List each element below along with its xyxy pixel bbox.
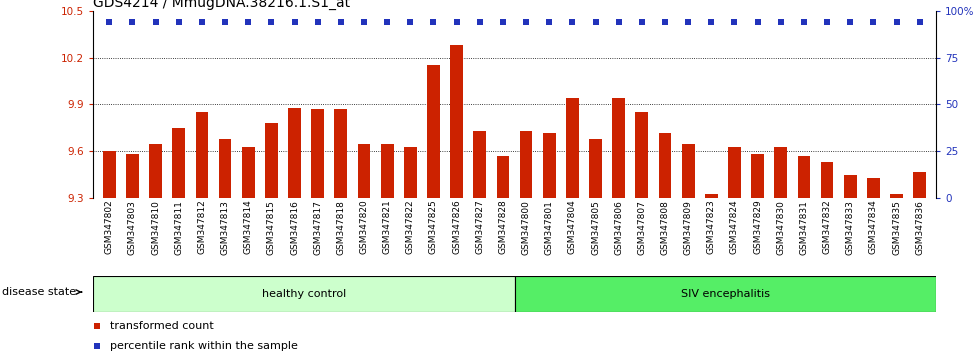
Bar [543, 132, 556, 198]
Bar [265, 123, 277, 198]
Point [102, 19, 118, 24]
Point [611, 19, 626, 24]
Bar [196, 112, 209, 198]
Text: healthy control: healthy control [262, 289, 346, 299]
Bar [288, 108, 301, 198]
Bar [473, 131, 486, 198]
Point [634, 19, 650, 24]
Point [588, 19, 604, 24]
Point [310, 19, 325, 24]
Bar [172, 128, 185, 198]
Point [356, 19, 371, 24]
Bar [612, 98, 625, 198]
Point [218, 19, 233, 24]
Bar [514, 276, 936, 312]
Point [889, 19, 905, 24]
Point [171, 19, 186, 24]
Bar [103, 151, 116, 198]
Bar [890, 194, 903, 198]
Bar [126, 154, 139, 198]
Bar [752, 154, 764, 198]
Point [564, 19, 580, 24]
Bar [820, 162, 833, 198]
Bar [682, 143, 695, 198]
Point [773, 19, 789, 24]
Bar [149, 143, 162, 198]
Point [472, 19, 488, 24]
Point [680, 19, 696, 24]
Text: percentile rank within the sample: percentile rank within the sample [110, 341, 298, 350]
Point [287, 19, 303, 24]
Point [240, 19, 256, 24]
Point [911, 19, 927, 24]
Point [89, 324, 105, 329]
Point [843, 19, 858, 24]
Bar [867, 178, 880, 198]
Point [379, 19, 395, 24]
Bar [219, 139, 231, 198]
Bar [427, 65, 440, 198]
Point [194, 19, 210, 24]
Point [333, 19, 349, 24]
Bar [728, 147, 741, 198]
Point [124, 19, 140, 24]
Bar [450, 45, 463, 198]
Bar [774, 147, 787, 198]
Bar [93, 276, 514, 312]
Bar [404, 147, 416, 198]
Bar [519, 131, 532, 198]
Point [449, 19, 465, 24]
Text: SIV encephalitis: SIV encephalitis [681, 289, 769, 299]
Bar [381, 143, 394, 198]
Point [518, 19, 534, 24]
Point [264, 19, 279, 24]
Bar [705, 194, 717, 198]
Point [865, 19, 881, 24]
Point [403, 19, 418, 24]
Bar [242, 147, 255, 198]
Bar [844, 175, 857, 198]
Point [819, 19, 835, 24]
Point [796, 19, 811, 24]
Bar [358, 143, 370, 198]
Point [89, 343, 105, 348]
Bar [589, 139, 602, 198]
Point [495, 19, 511, 24]
Point [425, 19, 441, 24]
Text: disease state: disease state [2, 287, 81, 297]
Point [541, 19, 557, 24]
Point [658, 19, 673, 24]
Bar [635, 112, 648, 198]
Point [148, 19, 164, 24]
Point [750, 19, 765, 24]
Bar [798, 156, 810, 198]
Bar [913, 172, 926, 198]
Bar [566, 98, 579, 198]
Bar [659, 132, 671, 198]
Bar [334, 109, 347, 198]
Point [726, 19, 742, 24]
Text: GDS4214 / MmugDNA.38216.1.S1_at: GDS4214 / MmugDNA.38216.1.S1_at [93, 0, 350, 10]
Bar [312, 109, 324, 198]
Bar [497, 156, 510, 198]
Point [704, 19, 719, 24]
Text: transformed count: transformed count [110, 321, 214, 331]
